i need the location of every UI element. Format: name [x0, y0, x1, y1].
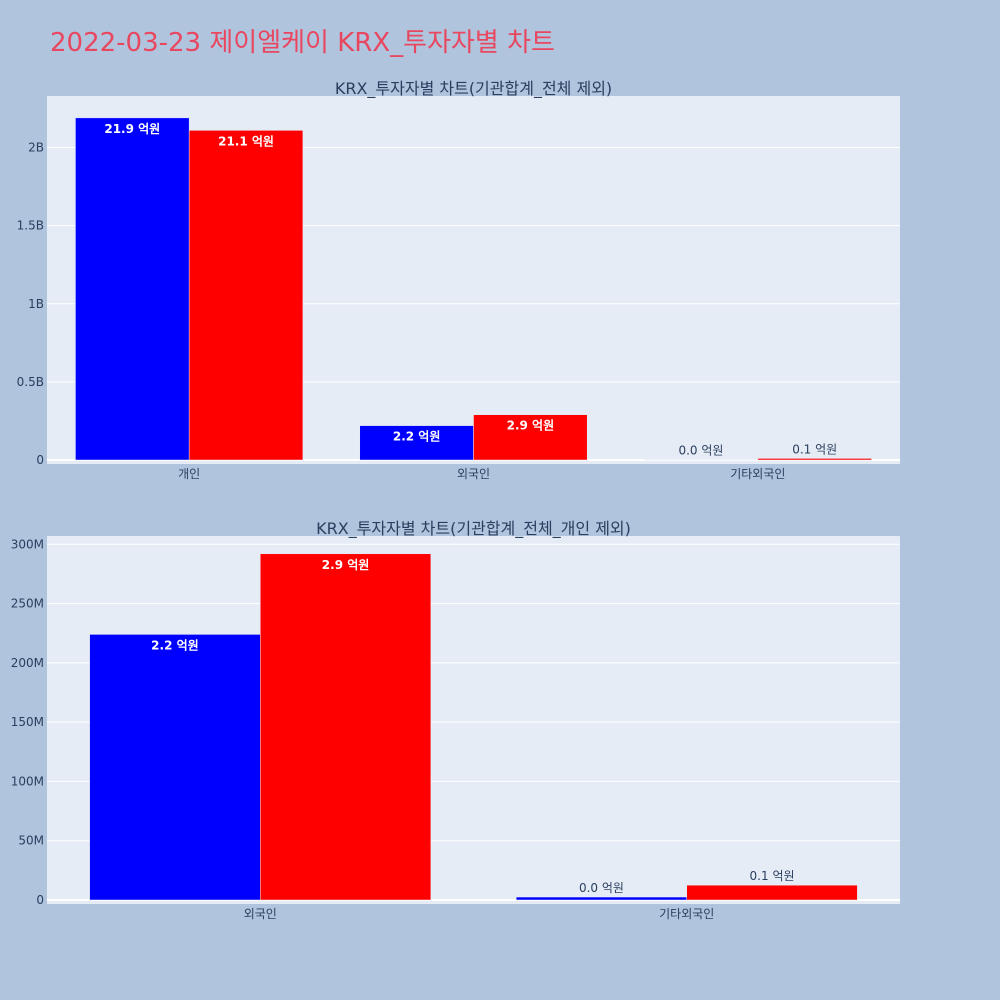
- x-tick-label: 기타외국인: [730, 467, 785, 481]
- bar-data-label: 0.1 억원: [750, 869, 795, 883]
- bar-개인-1[interactable]: [188, 130, 304, 461]
- y-tick-label: 1B: [28, 297, 44, 311]
- bar-data-label: 0.0 억원: [678, 444, 723, 458]
- bar-기타외국인-1[interactable]: [757, 458, 872, 461]
- investor-chart-all: KRX_투자자별 차트(기관합계_전체 제외) 0 0.5B 1B 1.5B 2B 21.9…: [17, 79, 900, 481]
- x-tick-label: 기타외국인: [659, 907, 714, 921]
- y-tick-label: 2B: [28, 141, 44, 155]
- bar-data-label: 0.1 억원: [792, 442, 837, 456]
- y-tick-label: 250M: [11, 597, 44, 611]
- y-tick-label: 0: [36, 893, 44, 907]
- bar-data-label: 2.9 억원: [507, 419, 555, 433]
- y-tick-label: 50M: [18, 834, 44, 848]
- bar-외국인-1[interactable]: [260, 553, 432, 901]
- bar-기타외국인-1[interactable]: [686, 884, 858, 901]
- y-tick-label: 0.5B: [17, 375, 44, 389]
- bar-data-label: 21.1 억원: [218, 134, 274, 148]
- page-title: 2022-03-23 제이엘케이 KRX_투자자별 차트: [50, 28, 555, 58]
- y-tick-label: 200M: [11, 656, 44, 670]
- x-tick-label: 외국인: [457, 467, 490, 481]
- bar-개인-0[interactable]: [75, 117, 190, 461]
- bar-기타외국인-0[interactable]: [515, 896, 688, 901]
- bar-외국인-0[interactable]: [89, 634, 261, 901]
- y-tick-label: 1.5B: [17, 219, 44, 233]
- y-tick-label: 100M: [11, 774, 44, 788]
- chart-title: KRX_투자자별 차트(기관합계_전체_개인 제외): [316, 519, 631, 539]
- bar-data-label: 2.9 억원: [322, 558, 370, 572]
- bar-data-label: 0.0 억원: [579, 881, 624, 895]
- y-tick-label: 0: [36, 453, 44, 467]
- bar-외국인-0[interactable]: [359, 425, 474, 461]
- x-tick-label: 외국인: [244, 907, 277, 921]
- bar-data-label: 21.9 억원: [104, 122, 160, 136]
- y-tick-label: 150M: [11, 715, 44, 729]
- investor-chart-excl-individual: KRX_투자자별 차트(기관합계_전체_개인 제외) 0 50M 100M 150M 20…: [11, 519, 900, 921]
- bar-기타외국인-0[interactable]: [643, 459, 759, 461]
- bar-data-label: 2.2 억원: [393, 430, 441, 444]
- x-tick-label: 개인: [178, 467, 200, 481]
- chart-title: KRX_투자자별 차트(기관합계_전체 제외): [335, 79, 612, 99]
- bar-외국인-1[interactable]: [473, 414, 588, 461]
- bar-data-label: 2.2 억원: [151, 638, 199, 652]
- y-tick-label: 300M: [11, 537, 44, 551]
